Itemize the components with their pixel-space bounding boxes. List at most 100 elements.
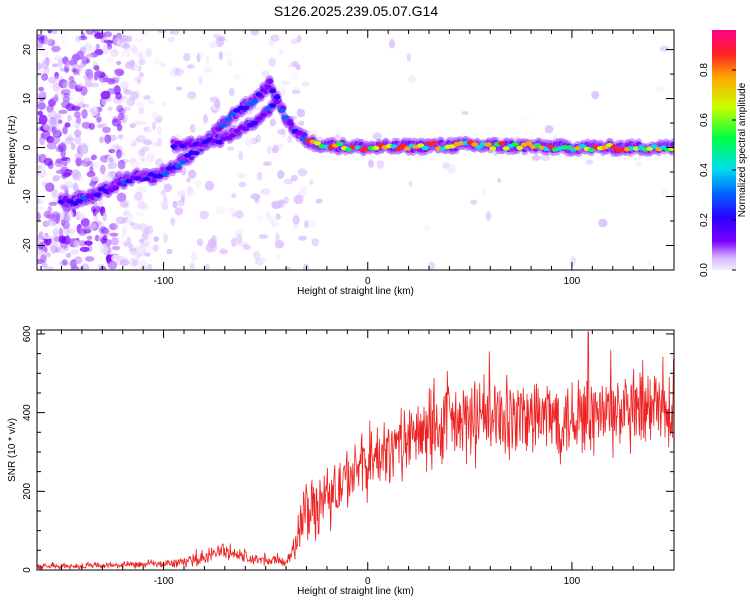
heatmap-speckle bbox=[152, 121, 156, 131]
heatmap-speckle bbox=[37, 102, 47, 111]
heatmap-speckle bbox=[96, 117, 102, 123]
heatmap-speckle bbox=[93, 161, 99, 169]
heatmap-speckle bbox=[42, 220, 50, 227]
heatmap-speckle bbox=[190, 251, 198, 262]
heatmap-speckle bbox=[138, 238, 145, 243]
heatmap-speckle bbox=[116, 149, 122, 159]
heatmap-speckle bbox=[166, 248, 173, 255]
heatmap-speckle bbox=[261, 70, 270, 78]
heatmap-speckle bbox=[256, 171, 263, 181]
heatmap-speckle bbox=[123, 106, 131, 111]
heatmap-speckle bbox=[99, 244, 109, 255]
heatmap-speckle bbox=[58, 79, 69, 89]
heatmap-speckle bbox=[52, 177, 59, 182]
heatmap-speckle bbox=[242, 244, 251, 251]
heatmap-speckle bbox=[110, 49, 120, 57]
heatmap-peak bbox=[399, 143, 407, 149]
heatmap-speckle bbox=[53, 224, 61, 231]
heatmap-speckle bbox=[102, 77, 113, 83]
heatmap-speckle bbox=[275, 254, 281, 259]
heatmap-speckle bbox=[37, 206, 44, 211]
heatmap-speckle bbox=[233, 229, 244, 236]
heatmap-speckle bbox=[244, 137, 254, 146]
heatmap-peak bbox=[76, 198, 83, 203]
heatmap-speckle bbox=[235, 210, 244, 219]
heatmap-speckle bbox=[86, 235, 93, 240]
heatmap-speckle bbox=[80, 218, 90, 227]
heatmap-speckle bbox=[49, 241, 59, 250]
heatmap-speckle bbox=[57, 142, 67, 150]
heatmap-speckle bbox=[160, 189, 167, 197]
heatmap-speckle bbox=[218, 51, 223, 61]
heatmap-speckle bbox=[102, 126, 111, 134]
heatmap-speckle bbox=[209, 41, 218, 49]
heatmap-speckle bbox=[153, 236, 160, 243]
heatmap-speckle bbox=[299, 186, 308, 193]
heatmap-speckle bbox=[118, 70, 123, 76]
heatmap-speckle bbox=[65, 234, 70, 245]
heatmap-speckle bbox=[268, 215, 278, 225]
colorbar-tick-label: 0.8 bbox=[699, 63, 710, 77]
heatmap-speckle bbox=[51, 45, 61, 52]
heatmap-peak bbox=[93, 192, 101, 197]
heatmap-speckle bbox=[291, 174, 298, 182]
heatmap-speckle bbox=[196, 52, 201, 63]
heatmap-speckle bbox=[135, 135, 146, 143]
heatmap-speckle bbox=[496, 177, 502, 183]
heatmap-speckle bbox=[75, 156, 82, 167]
heatmap-speckle bbox=[74, 153, 84, 159]
colorbar: 0.0 0.2 0.4 0.6 0.8 Normalized spectral ampl… bbox=[699, 30, 748, 277]
heatmap-peak bbox=[516, 145, 524, 151]
heatmap-speckle bbox=[83, 157, 91, 162]
heatmap-peak bbox=[255, 92, 263, 97]
heatmap-peak bbox=[475, 145, 483, 150]
y-tick-label: 600 bbox=[22, 325, 33, 342]
heatmap-speckle bbox=[174, 207, 184, 216]
heatmap-speckle bbox=[223, 51, 233, 57]
heatmap-peak bbox=[224, 117, 232, 122]
heatmap-speckle bbox=[461, 110, 469, 116]
heatmap-speckle bbox=[335, 133, 340, 139]
heatmap-speckle bbox=[170, 217, 176, 226]
snr-frame bbox=[36, 329, 675, 571]
heatmap-speckle bbox=[204, 180, 215, 191]
heatmap-speckle bbox=[304, 220, 309, 229]
heatmap-speckle bbox=[80, 226, 85, 234]
colorbar-ticks: 0.0 0.2 0.4 0.6 0.8 bbox=[699, 63, 736, 277]
heatmap-speckle bbox=[78, 240, 87, 247]
heatmap-speckle bbox=[205, 56, 210, 66]
heatmap-speckle bbox=[147, 263, 153, 270]
heatmap-speckle bbox=[163, 183, 173, 192]
heatmap-speckle bbox=[106, 155, 116, 165]
heatmap-peak bbox=[228, 111, 236, 117]
heatmap-speckle bbox=[290, 38, 298, 45]
heatmap-speckle bbox=[131, 138, 142, 144]
y-axis-title: Frequency (Hz) bbox=[7, 116, 18, 185]
figure-title: S126.2025.239.05.07.G14 bbox=[274, 3, 438, 19]
heatmap-band bbox=[273, 99, 280, 105]
x-tick-label: 100 bbox=[564, 576, 581, 587]
heatmap-speckle bbox=[117, 134, 124, 140]
heatmap-peak bbox=[610, 145, 618, 150]
heatmap-speckle bbox=[73, 239, 80, 248]
heatmap-speckle bbox=[189, 123, 196, 133]
heatmap-speckle bbox=[112, 47, 117, 52]
heatmap-peak bbox=[233, 128, 241, 133]
heatmap-speckle bbox=[47, 118, 54, 124]
heatmap-speckle bbox=[62, 95, 70, 103]
heatmap-speckle bbox=[99, 265, 107, 270]
heatmap-speckle bbox=[113, 223, 119, 230]
heatmap-peak bbox=[390, 144, 398, 149]
heatmap-speckle bbox=[141, 30, 150, 37]
heatmap-speckle bbox=[39, 50, 49, 57]
heatmap-speckle bbox=[521, 116, 531, 121]
heatmap-speckle bbox=[80, 60, 86, 68]
heatmap-peak bbox=[273, 95, 281, 100]
heatmap-speckle bbox=[199, 51, 206, 58]
heatmap-speckle bbox=[85, 256, 95, 262]
heatmap-speckle bbox=[138, 72, 144, 78]
heatmap-speckle bbox=[263, 161, 272, 167]
heatmap-speckle bbox=[169, 68, 178, 77]
